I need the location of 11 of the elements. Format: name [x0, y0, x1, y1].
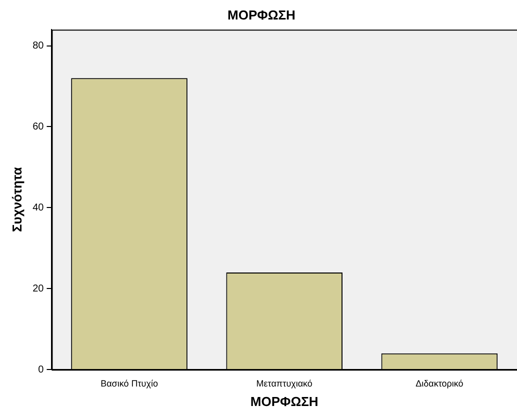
y-axis-title: Συχνότητα [9, 167, 24, 232]
x-tick-label: Μεταπτυχιακό [256, 378, 312, 388]
y-tick-label: 40 [32, 202, 44, 214]
x-tick-label: Βασικό Πτυχίο [100, 378, 158, 388]
y-tick-label: 0 [38, 364, 44, 376]
y-tick-label: 20 [32, 283, 44, 294]
y-tick-label: 80 [32, 40, 44, 52]
x-axis-title: ΜΟΡΦΩΣΗ [250, 394, 318, 409]
y-tick-label: 60 [32, 121, 44, 132]
chart-title: ΜΟΡΦΩΣΗ [228, 7, 296, 22]
x-tick-label: Διδακτορικό [416, 378, 464, 388]
